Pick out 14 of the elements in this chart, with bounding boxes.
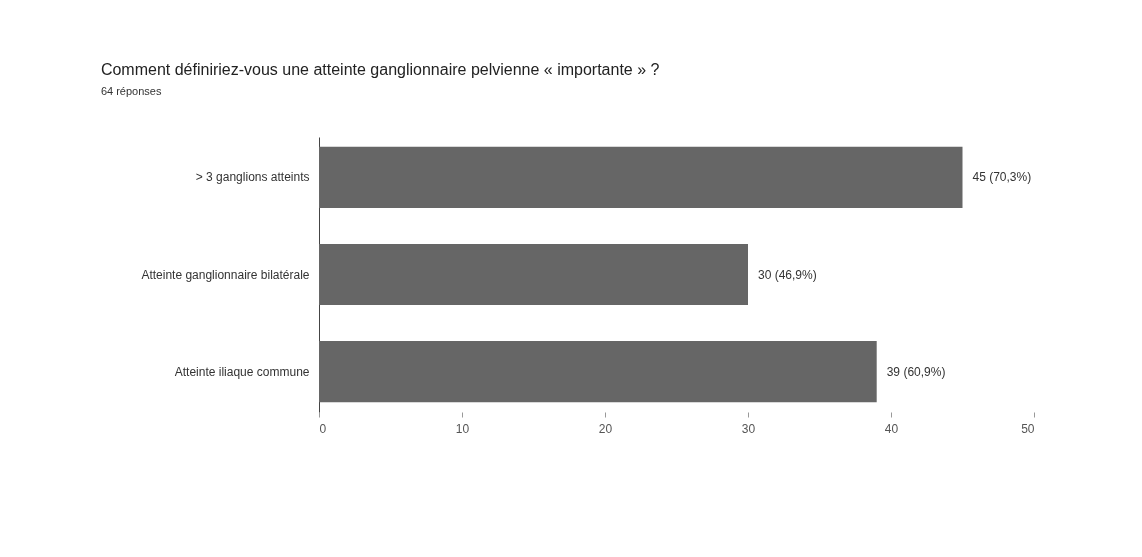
data-label: 39 (60,9%) [886,364,946,379]
y-tick-label: > 3 ganglions atteints [195,170,310,185]
x-tick-label: 0 [319,421,327,436]
x-tick-label: 20 [598,421,613,436]
chart-title: Comment définiriez-vous une atteinte ganglionnaire pelvienne « importante » ? [100,61,660,78]
y-tick-label: Atteinte ganglionnaire bilatérale [141,267,310,282]
data-label: 45 (70,3%) [972,170,1032,185]
text: 64 réponses [100,85,162,97]
data-label: 30 (46,9%) [758,267,817,282]
x-tick-label: 50 [1021,421,1035,436]
y-tick-label: Atteinte iliaque commune [174,364,310,379]
x-tick-label: 30 [741,421,756,436]
x-tick-label: 40 [884,421,899,436]
x-tick-label: 10 [455,421,470,436]
